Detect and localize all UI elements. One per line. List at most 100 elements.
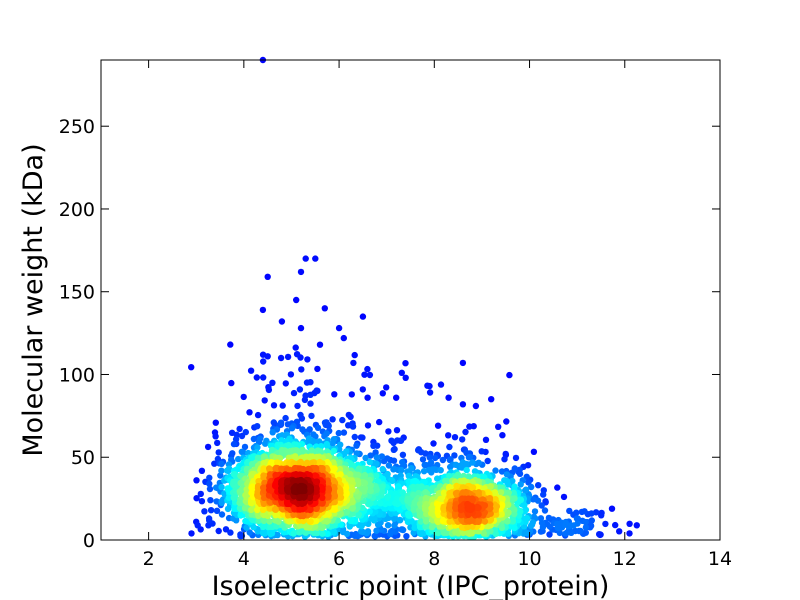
data-point bbox=[390, 466, 397, 473]
data-point bbox=[297, 411, 304, 419]
data-point bbox=[358, 528, 365, 535]
data-point bbox=[218, 460, 225, 467]
y-tick-label: 200 bbox=[59, 199, 95, 221]
data-point bbox=[353, 442, 360, 449]
data-point bbox=[188, 364, 195, 371]
data-point bbox=[460, 472, 467, 480]
data-point bbox=[302, 392, 309, 399]
data-point bbox=[445, 432, 452, 439]
data-point bbox=[351, 433, 358, 441]
data-point bbox=[501, 456, 508, 463]
data-point bbox=[540, 491, 547, 498]
data-point bbox=[426, 389, 434, 396]
data-point bbox=[502, 450, 509, 458]
data-point bbox=[212, 419, 219, 426]
data-point bbox=[373, 527, 380, 534]
data-point bbox=[512, 454, 520, 462]
data-point bbox=[503, 471, 511, 478]
data-point bbox=[364, 394, 371, 401]
data-point bbox=[236, 488, 243, 495]
data-point bbox=[218, 483, 225, 491]
data-point bbox=[535, 482, 542, 489]
data-point bbox=[360, 479, 367, 487]
data-point bbox=[348, 391, 355, 398]
data-point bbox=[230, 440, 238, 448]
data-point bbox=[577, 527, 584, 535]
data-point bbox=[204, 443, 212, 451]
data-point bbox=[302, 255, 309, 262]
data-point bbox=[359, 313, 367, 320]
y-axis-label: Molecular weight (kDa) bbox=[18, 143, 49, 456]
data-point bbox=[242, 428, 249, 436]
data-point bbox=[254, 411, 262, 419]
data-point bbox=[282, 414, 289, 422]
data-point bbox=[264, 273, 271, 280]
data-point bbox=[410, 491, 417, 499]
data-point bbox=[633, 522, 640, 529]
data-point bbox=[253, 374, 260, 381]
data-point bbox=[390, 515, 398, 522]
y-tick-label: 250 bbox=[59, 116, 95, 138]
data-point bbox=[197, 490, 204, 498]
data-point bbox=[298, 366, 305, 373]
data-point bbox=[329, 440, 336, 447]
data-point bbox=[255, 517, 262, 525]
x-tick-label: 6 bbox=[333, 548, 345, 570]
data-point bbox=[269, 429, 276, 436]
data-point bbox=[373, 454, 380, 461]
data-point bbox=[388, 477, 395, 484]
data-point bbox=[504, 518, 511, 525]
data-point bbox=[337, 487, 344, 494]
data-point bbox=[222, 526, 230, 533]
data-point bbox=[492, 467, 499, 474]
data-point bbox=[562, 519, 569, 526]
data-point bbox=[538, 519, 546, 527]
data-point bbox=[321, 305, 328, 312]
data-point bbox=[379, 465, 386, 473]
data-point bbox=[396, 517, 404, 524]
data-point bbox=[439, 456, 447, 464]
data-point bbox=[421, 478, 428, 486]
data-point bbox=[337, 471, 344, 478]
data-point bbox=[360, 465, 367, 472]
data-point bbox=[232, 436, 240, 443]
data-point bbox=[207, 507, 215, 514]
data-point bbox=[505, 489, 512, 496]
data-point bbox=[349, 498, 356, 506]
data-point bbox=[362, 454, 369, 462]
data-point bbox=[259, 306, 267, 314]
data-point bbox=[404, 518, 412, 526]
data-point bbox=[228, 379, 235, 387]
data-point bbox=[279, 432, 286, 439]
data-point bbox=[393, 427, 401, 434]
data-point bbox=[488, 396, 495, 403]
data-point bbox=[573, 509, 580, 516]
data-point bbox=[335, 429, 342, 437]
data-point bbox=[260, 358, 267, 365]
data-point bbox=[530, 448, 538, 455]
data-points bbox=[188, 56, 640, 540]
data-point bbox=[297, 268, 305, 276]
data-point bbox=[578, 508, 586, 516]
data-point bbox=[299, 426, 306, 433]
data-point bbox=[370, 442, 377, 449]
x-tick-label: 4 bbox=[238, 548, 250, 570]
data-point bbox=[602, 520, 609, 528]
data-point bbox=[213, 498, 220, 505]
data-point bbox=[343, 508, 350, 516]
data-point bbox=[486, 495, 494, 502]
data-point bbox=[323, 440, 330, 448]
data-point bbox=[218, 467, 225, 474]
data-point bbox=[277, 354, 285, 362]
data-point bbox=[384, 470, 391, 478]
data-point bbox=[462, 428, 469, 436]
data-point bbox=[339, 416, 346, 424]
data-point bbox=[474, 484, 481, 491]
data-point bbox=[346, 523, 353, 530]
y-tick-label: 50 bbox=[71, 447, 95, 469]
data-point bbox=[422, 518, 430, 525]
data-point bbox=[452, 504, 459, 511]
data-point bbox=[303, 524, 310, 531]
data-point bbox=[236, 425, 243, 433]
